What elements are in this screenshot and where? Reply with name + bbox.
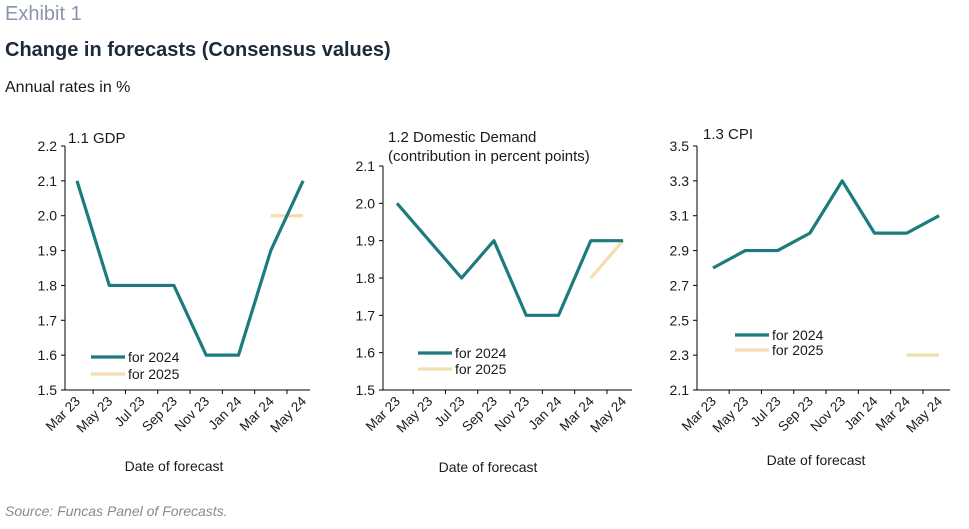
x-tick-label: May 24	[903, 393, 945, 435]
y-tick-label: 2.1	[38, 173, 58, 189]
x-tick-label: Sep 23	[775, 394, 816, 435]
x-tick-label: Nov 23	[171, 394, 212, 435]
figure-title: Change in forecasts (Consensus values)	[5, 39, 391, 61]
y-tick-label: 1.7	[356, 307, 376, 323]
y-tick-label: 1.6	[38, 347, 58, 363]
y-tick-label: 1.6	[356, 345, 376, 361]
panel-title: 1.2 Domestic Demand	[388, 129, 536, 146]
panel-title: 1.1 GDP	[68, 130, 126, 147]
y-tick-label: 2.3	[670, 347, 690, 363]
panel-title: 1.3 CPI	[703, 126, 753, 143]
x-tick-label: May 24	[587, 393, 629, 435]
y-tick-label: 1.5	[356, 382, 376, 398]
y-tick-label: 1.8	[356, 270, 376, 286]
legend-label-2025: for 2025	[455, 361, 507, 377]
x-tick-label: Nov 23	[807, 394, 848, 435]
y-tick-label: 1.8	[38, 277, 58, 293]
x-axis-label: Date of forecast	[439, 459, 538, 475]
series-line-2024	[395, 202, 624, 317]
y-tick-label: 2.2	[38, 138, 58, 154]
source-note: Source: Funcas Panel of Forecasts.	[5, 503, 228, 519]
series-line-2024	[712, 179, 940, 270]
y-tick-label: 2.7	[670, 277, 690, 293]
legend-label-2025: for 2025	[772, 342, 824, 358]
legend-label-2024: for 2024	[128, 349, 180, 365]
y-tick-label: 1.5	[38, 382, 58, 398]
legend-label-2025: for 2025	[128, 366, 180, 382]
y-tick-label: 2.5	[670, 312, 690, 328]
y-tick-label: 2.9	[670, 243, 690, 259]
y-tick-label: 1.7	[38, 312, 58, 328]
y-tick-label: 1.9	[356, 233, 376, 249]
y-tick-label: 2.1	[356, 158, 376, 174]
y-tick-label: 2.1	[670, 382, 690, 398]
exhibit-label: Exhibit 1	[5, 3, 82, 25]
x-tick-label: May 23	[74, 394, 116, 436]
x-axis-label: Date of forecast	[767, 452, 866, 468]
y-tick-label: 3.3	[670, 173, 690, 189]
y-tick-label: 2.0	[356, 195, 376, 211]
legend-label-2024: for 2024	[455, 345, 507, 361]
series-line-2025	[589, 239, 625, 280]
x-tick-label: May 24	[267, 393, 309, 435]
series-line-2024	[75, 180, 305, 357]
y-tick-label: 1.9	[38, 243, 58, 259]
x-tick-label: May 23	[394, 394, 436, 436]
x-tick-label: May 23	[710, 394, 752, 436]
y-tick-label: 3.5	[670, 138, 690, 154]
x-tick-label: Sep 23	[459, 394, 500, 435]
panel-title: (contribution in percent points)	[388, 148, 590, 165]
y-tick-label: 2.0	[38, 208, 58, 224]
x-tick-label: Sep 23	[139, 394, 180, 435]
figure-subtitle: Annual rates in %	[5, 79, 131, 96]
x-tick-label: Nov 23	[491, 394, 532, 435]
x-axis-label: Date of forecast	[125, 458, 224, 474]
y-tick-label: 3.1	[670, 208, 690, 224]
legend-label-2024: for 2024	[772, 327, 824, 343]
